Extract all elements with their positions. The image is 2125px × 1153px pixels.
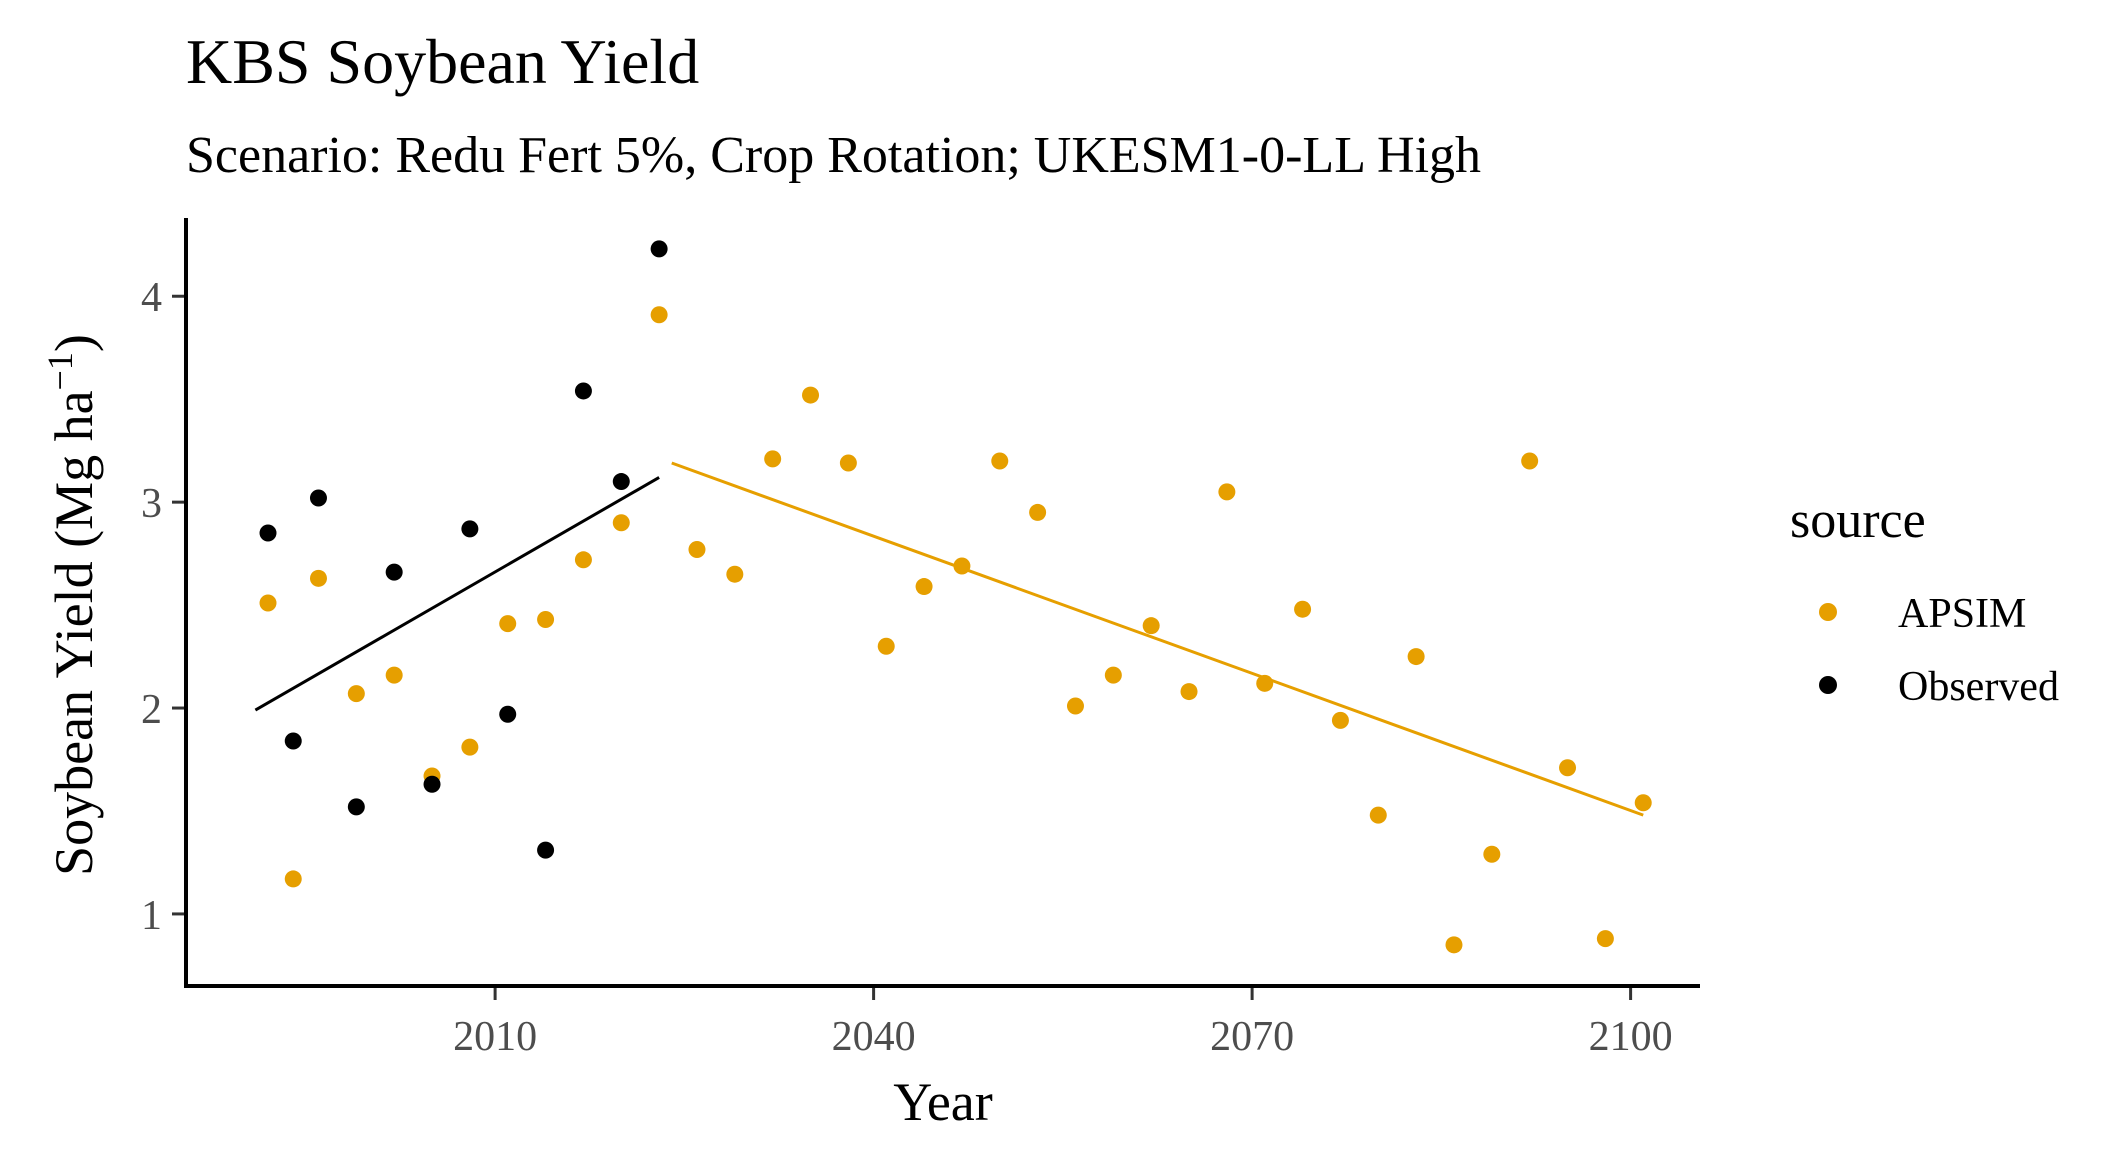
data-point-apsim	[991, 452, 1009, 470]
data-point-apsim	[726, 565, 744, 583]
data-point-observed	[284, 732, 302, 750]
y-axis-title-main: Soybean Yield (Mg ha	[44, 390, 104, 875]
data-point-apsim	[385, 666, 403, 684]
data-point-apsim	[1256, 674, 1274, 692]
data-point-apsim	[309, 569, 327, 587]
data-point-apsim	[1294, 600, 1312, 618]
data-point-observed	[347, 798, 365, 816]
data-point-observed	[461, 520, 479, 538]
data-point-apsim	[1369, 806, 1387, 824]
data-point-apsim	[915, 578, 933, 596]
x-axis-ticks: 2010 2040 2070 2100	[453, 986, 1673, 1060]
data-point-apsim	[1596, 930, 1614, 948]
data-point-observed	[259, 524, 277, 542]
data-point-observed	[499, 705, 517, 723]
legend: source APSIM Observed	[1790, 492, 2059, 710]
data-point-apsim	[537, 611, 555, 629]
data-point-observed	[574, 382, 592, 400]
data-point-observed	[423, 775, 441, 793]
data-point-apsim	[1142, 617, 1160, 635]
chart-title: KBS Soybean Yield	[186, 26, 699, 97]
x-tick-label: 2070	[1210, 1014, 1294, 1060]
legend-label-observed: Observed	[1898, 664, 2059, 710]
y-tick-label: 2	[141, 687, 162, 733]
data-point-observed	[385, 563, 403, 581]
data-point-apsim	[1029, 503, 1047, 521]
legend-key-apsim	[1819, 603, 1837, 621]
y-axis-ticks: 1 2 3 4	[141, 275, 186, 939]
data-point-apsim	[953, 557, 971, 575]
x-tick-label: 2100	[1589, 1014, 1673, 1060]
y-tick-label: 1	[141, 893, 162, 939]
data-point-observed	[309, 489, 327, 507]
data-point-apsim	[1521, 452, 1539, 470]
y-axis-title-close: )	[44, 334, 104, 352]
data-point-apsim	[284, 870, 302, 888]
trend-lines	[254, 461, 1644, 817]
data-point-apsim	[1218, 483, 1236, 501]
y-tick-label: 3	[141, 481, 162, 527]
data-point-apsim	[1066, 697, 1084, 715]
trend-line-observed	[254, 476, 660, 712]
data-points	[259, 240, 1652, 954]
x-tick-label: 2010	[453, 1014, 537, 1060]
data-point-apsim	[612, 514, 630, 532]
data-point-apsim	[839, 454, 857, 472]
y-axis-title: Soybean Yield (Mg ha−1)	[40, 334, 104, 876]
data-point-observed	[537, 841, 555, 859]
data-point-apsim	[1445, 936, 1463, 954]
trend-line-apsim	[671, 461, 1644, 817]
data-point-apsim	[259, 594, 277, 612]
y-axis-title-superscript: −1	[40, 352, 80, 390]
x-axis-title: Year	[893, 1072, 993, 1132]
data-point-observed	[612, 473, 630, 491]
data-point-apsim	[1331, 711, 1349, 729]
y-tick-label: 4	[141, 275, 162, 321]
data-point-apsim	[650, 306, 668, 324]
legend-title: source	[1790, 492, 1926, 549]
data-point-observed	[650, 240, 668, 258]
plot-panel: 2010 2040 2070 2100 1 2 3 4	[141, 218, 1700, 1060]
data-point-apsim	[1407, 648, 1425, 666]
data-point-apsim	[1104, 666, 1122, 684]
data-point-apsim	[461, 738, 479, 756]
data-point-apsim	[877, 637, 895, 655]
data-point-apsim	[1180, 683, 1198, 701]
data-point-apsim	[574, 551, 592, 569]
data-point-apsim	[1634, 794, 1652, 812]
data-point-apsim	[1559, 759, 1577, 777]
data-point-apsim	[688, 540, 706, 558]
data-point-apsim	[499, 615, 517, 633]
x-tick-label: 2040	[832, 1014, 916, 1060]
data-point-apsim	[764, 450, 782, 468]
data-point-apsim	[347, 685, 365, 703]
data-point-apsim	[802, 386, 820, 404]
legend-key-observed	[1819, 676, 1837, 694]
chart-subtitle: Scenario: Redu Fert 5%, Crop Rotation; U…	[186, 127, 1481, 184]
data-point-apsim	[1483, 845, 1501, 863]
legend-label-apsim: APSIM	[1898, 591, 2026, 637]
